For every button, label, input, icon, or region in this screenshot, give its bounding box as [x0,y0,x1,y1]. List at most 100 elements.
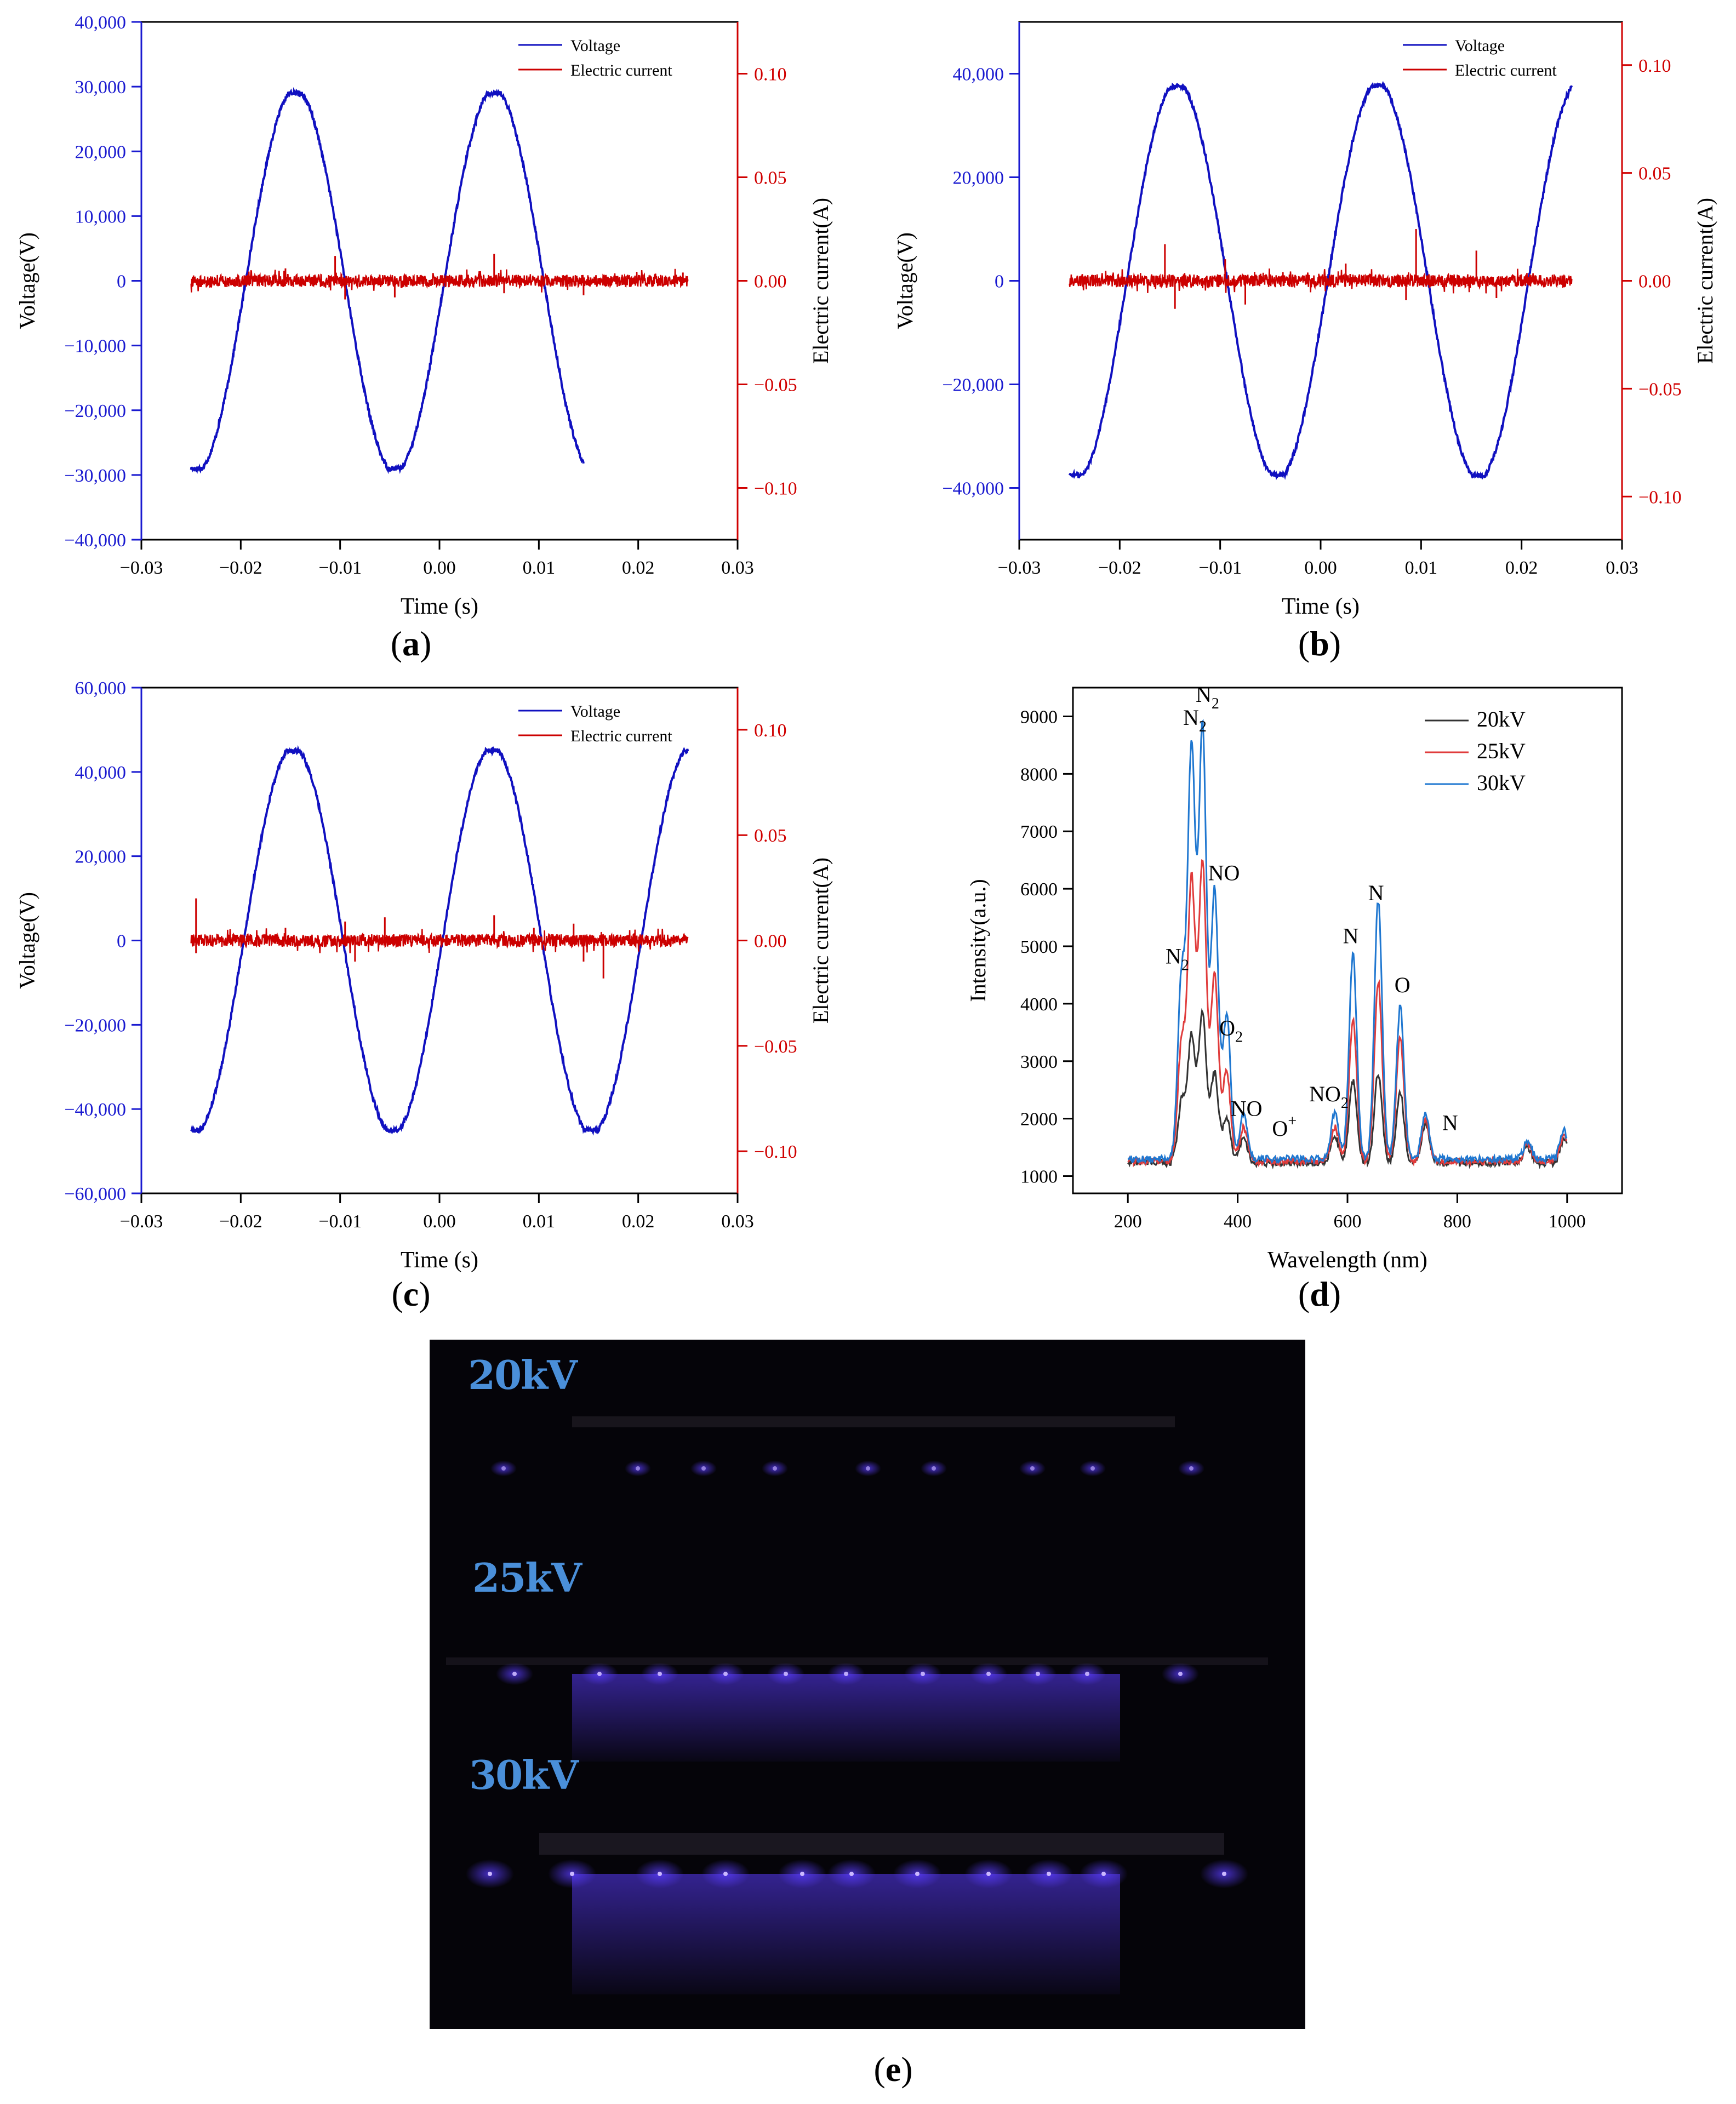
discharge-point [784,1672,788,1676]
legend-label: Electric current [1455,61,1557,79]
x-tick-label: 0.03 [1606,558,1638,578]
y-axis-title: Intensity(a.u.) [966,879,990,1002]
peak-annotation: N [1442,1111,1458,1135]
discharge-point [1030,1466,1035,1471]
discharge-point [932,1466,936,1471]
discharge-point [844,1672,848,1676]
y-tick-label: 0 [995,272,1004,292]
x-tick-label: −0.02 [219,558,262,578]
discharge-point [512,1672,517,1676]
y-right-axis-title: Electric current(A) [1693,198,1717,364]
x-tick-label: 0.01 [523,1211,556,1232]
y-tick-label: 20,000 [953,168,1004,188]
x-tick-label: 400 [1224,1211,1252,1232]
peak-annotation: O [1395,973,1410,997]
x-tick-label: −0.01 [318,558,362,578]
legend-label: Voltage [570,702,620,721]
electrode-bar [539,1833,1224,1855]
y-right-tick-label: 0.00 [1638,272,1671,292]
panel-label-b: (b) [1298,624,1341,663]
x-tick-label: 1000 [1549,1211,1586,1232]
discharge-point [597,1672,602,1676]
series-25kv [1127,859,1568,1168]
discharge-point [501,1466,506,1471]
legend-label: 20kV [1477,707,1526,731]
x-axis-title: Time (s) [1282,594,1360,619]
discharge-point [773,1466,777,1471]
y-right-tick-label: 0.05 [754,826,787,846]
series-30kv [1127,719,1568,1166]
discharge-point [1189,1466,1194,1471]
legend-label: Electric current [570,727,672,745]
y-tick-label: −40,000 [64,530,126,551]
y-right-tick-label: −0.10 [1638,487,1682,507]
y-right-tick-label: −0.05 [754,375,797,396]
y-tick-label: 0 [117,272,126,292]
y-tick-label: −20,000 [64,1015,126,1036]
peak-annotation: N2 [1183,705,1207,735]
photo-label-20kv: 20kV [468,1352,578,1398]
series-current [1069,268,1573,294]
x-tick-label: 600 [1334,1211,1362,1232]
electrode-bar [446,1657,1268,1665]
y-right-tick-label: 0.05 [1638,164,1671,184]
y-right-tick-label: 0.10 [754,65,787,85]
discharge-point [658,1672,662,1676]
discharge-point [986,1672,991,1676]
y-right-axis-title: Electric current(A) [808,198,833,364]
x-tick-label: 0.01 [1405,558,1438,578]
peak-annotation: NO2 [1309,1082,1349,1112]
discharge-point [658,1872,662,1876]
y-right-tick-label: 0.10 [754,721,787,741]
x-tick-label: −0.03 [120,558,163,578]
x-tick-label: 0.01 [523,558,556,578]
discharge-point [570,1872,574,1876]
x-tick-label: 0.00 [1304,558,1337,578]
chart-a: −0.03 −0.02 −0.01 0.00 0.01 0.02 0.03 Time (s) −… [15,13,833,619]
panel-label-c: (c) [391,1274,431,1313]
x-tick-label: −0.01 [1198,558,1242,578]
x-tick-label: 0.00 [423,1211,456,1232]
panel-label-a: (a) [390,624,432,663]
y-tick-label: 2000 [1020,1110,1058,1130]
discharge-point [866,1466,870,1471]
x-tick-label: −0.03 [120,1211,163,1232]
y-tick-label: 7000 [1020,822,1058,842]
y-tick-label: 9000 [1020,707,1058,727]
y-right-tick-label: 0.10 [1638,56,1671,76]
series-current [190,928,689,953]
glow-plume [572,1674,1120,1762]
x-axis-title: Wavelength (nm) [1267,1248,1427,1273]
discharge-point [1036,1672,1040,1676]
discharge-point [986,1872,991,1876]
y-tick-label: −20,000 [942,375,1004,396]
peak-annotation: NO [1208,860,1240,885]
discharge-photo: 20kV 25kV 30kV [430,1340,1305,2029]
discharge-point [1178,1672,1183,1676]
x-tick-label: 0.02 [622,558,655,578]
y-tick-label: 30,000 [75,77,127,98]
discharge-point [915,1872,920,1876]
y-tick-label: 20,000 [75,142,127,162]
series-voltage [1068,81,1573,481]
x-tick-label: −0.01 [318,1211,362,1232]
y-tick-label: 40,000 [75,763,127,783]
x-tick-label: −0.02 [219,1211,262,1232]
y-axis-title: Voltage(V) [15,892,39,989]
x-tick-label: −0.02 [1098,558,1141,578]
y-tick-label: 60,000 [75,678,127,699]
y-tick-label: 1000 [1020,1167,1058,1187]
x-tick-label: 0.03 [721,558,754,578]
discharge-point [921,1672,925,1676]
y-tick-label: 5000 [1020,937,1058,957]
peak-annotation: N [1368,881,1384,905]
legend-label: Electric current [570,61,672,79]
y-axis-title: Voltage(V) [893,232,917,329]
discharge-point [1047,1872,1051,1876]
legend-label: 25kV [1477,739,1526,763]
y-tick-label: 20,000 [75,847,127,867]
x-tick-label: 0.02 [1505,558,1538,578]
x-tick-label: 0.02 [622,1211,655,1232]
y-right-tick-label: −0.05 [754,1037,797,1057]
